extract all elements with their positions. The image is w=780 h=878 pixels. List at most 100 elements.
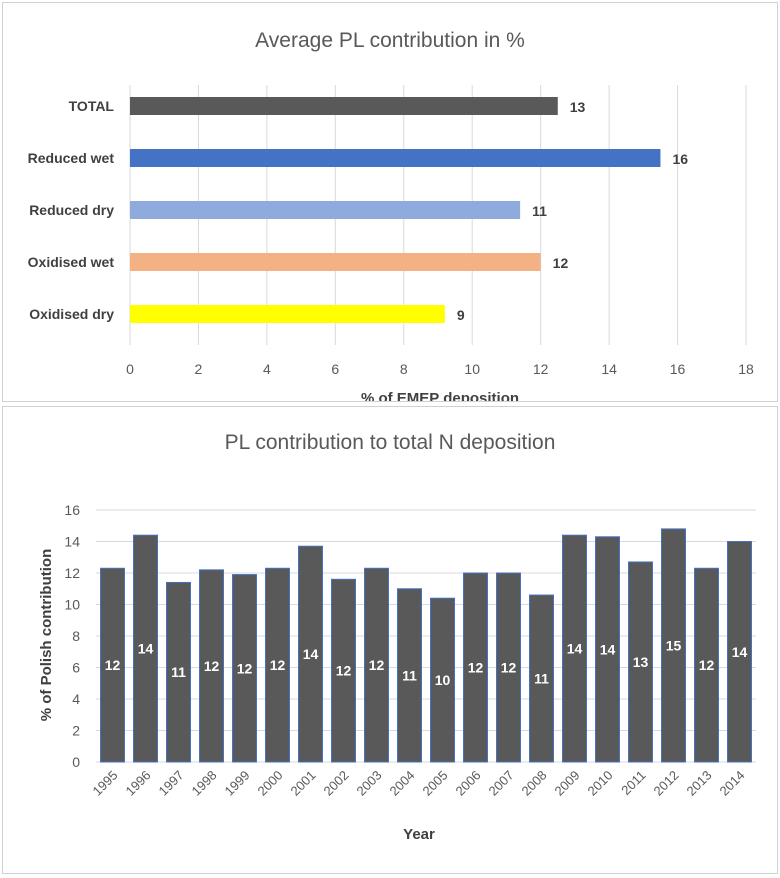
bar <box>661 528 686 763</box>
x-tick-label: 8 <box>400 361 408 377</box>
data-label: 14 <box>303 646 319 662</box>
y-tick-label: 16 <box>64 502 80 518</box>
data-label: 13 <box>633 654 649 670</box>
data-label: 12 <box>468 660 484 676</box>
y-tick-label: 2 <box>72 723 80 739</box>
category-label: Oxidised dry <box>29 306 114 322</box>
bar <box>133 534 158 763</box>
bar <box>130 97 558 115</box>
bar <box>529 594 554 763</box>
data-label: 14 <box>600 641 616 657</box>
x-axis-title: % of EMEP deposition <box>361 390 519 401</box>
data-label: 11 <box>532 203 547 219</box>
y-axis-title: % of Polish contribution <box>38 549 55 722</box>
data-label: 12 <box>553 255 569 271</box>
bar <box>100 567 125 763</box>
y-tick-label: 0 <box>72 754 80 770</box>
bar <box>298 545 323 763</box>
x-tick-label: 2011 <box>618 768 648 798</box>
category-label: Reduced wet <box>28 150 115 166</box>
x-tick-label: 2001 <box>288 768 319 799</box>
bar <box>265 567 290 763</box>
bar <box>232 574 257 763</box>
x-tick-label: 18 <box>738 361 754 377</box>
x-tick-label: 2013 <box>684 768 715 799</box>
chart-title: Average PL contribution in % <box>255 29 525 52</box>
bar <box>130 149 661 167</box>
data-label: 12 <box>237 660 253 676</box>
data-label: 12 <box>270 657 286 673</box>
x-tick-label: 2010 <box>585 768 616 799</box>
bar <box>496 572 521 763</box>
y-tick-label: 8 <box>72 628 80 644</box>
yearly-contribution-chart: PL contribution to total N deposition Ye… <box>38 431 756 843</box>
bar <box>595 536 620 763</box>
x-tick-label: 2007 <box>486 768 517 799</box>
bar <box>397 588 422 763</box>
bar <box>130 201 521 219</box>
bar <box>199 569 224 763</box>
x-tick-label: 1999 <box>222 768 253 799</box>
data-label: 14 <box>732 644 748 660</box>
data-label: 16 <box>672 151 688 167</box>
top-chart-panel: Average PL contribution in % % of EMEP d… <box>2 2 778 407</box>
y-tick-label: 4 <box>72 691 80 707</box>
x-tick-label: 2006 <box>453 768 484 799</box>
x-tick-label: 2009 <box>552 768 583 799</box>
bar <box>130 253 541 271</box>
data-label: 12 <box>336 663 352 679</box>
y-tick-label: 6 <box>72 660 80 676</box>
x-tick-label: 0 <box>126 361 134 377</box>
x-tick-label: 4 <box>263 361 271 377</box>
bar <box>562 534 587 763</box>
category-label: TOTAL <box>69 98 115 114</box>
y-tick-label: 12 <box>64 565 80 581</box>
x-tick-label: 12 <box>533 361 549 377</box>
bar <box>331 578 356 763</box>
category-label: Oxidised wet <box>28 254 115 270</box>
data-label: 9 <box>457 307 465 323</box>
chart-title: PL contribution to total N deposition <box>225 431 556 454</box>
x-tick-label: 6 <box>331 361 339 377</box>
x-tick-label: 2002 <box>321 768 352 799</box>
data-label: 14 <box>138 641 154 657</box>
category-label: Reduced dry <box>29 202 114 218</box>
data-label: 12 <box>699 657 715 673</box>
x-tick-label: 2004 <box>387 768 418 799</box>
data-label: 12 <box>369 657 385 673</box>
x-tick-label: 10 <box>464 361 480 377</box>
y-tick-label: 14 <box>64 534 80 550</box>
data-label: 15 <box>666 637 682 653</box>
x-tick-label: 1997 <box>156 768 187 799</box>
data-label: 11 <box>402 667 417 683</box>
data-label: 12 <box>105 657 121 673</box>
x-tick-label: 1995 <box>90 768 121 799</box>
x-tick-label: 2 <box>195 361 203 377</box>
x-axis-title: Year <box>403 826 435 843</box>
bottom-chart-panel: PL contribution to total N deposition Ye… <box>2 406 778 874</box>
bar <box>628 561 653 763</box>
data-label: 10 <box>435 672 451 688</box>
x-tick-label: 2005 <box>420 768 451 799</box>
x-tick-label: 1996 <box>123 768 154 799</box>
x-tick-label: 2000 <box>255 768 286 799</box>
x-tick-label: 14 <box>601 361 617 377</box>
x-tick-label: 2012 <box>651 768 682 799</box>
x-tick-label: 2008 <box>519 768 550 799</box>
bar <box>430 597 455 763</box>
bar <box>463 572 488 763</box>
x-tick-label: 2014 <box>717 768 748 799</box>
x-tick-label: 1998 <box>189 768 220 799</box>
average-contribution-chart: Average PL contribution in % % of EMEP d… <box>28 29 754 407</box>
data-label: 12 <box>204 658 220 674</box>
x-tick-label: 16 <box>670 361 686 377</box>
data-label: 12 <box>501 660 517 676</box>
y-tick-label: 10 <box>64 597 80 613</box>
x-tick-label: 2003 <box>354 768 385 799</box>
bar <box>364 567 389 763</box>
data-label: 11 <box>171 664 186 680</box>
bar <box>727 541 752 763</box>
bar <box>694 567 719 763</box>
data-label: 11 <box>534 671 549 687</box>
